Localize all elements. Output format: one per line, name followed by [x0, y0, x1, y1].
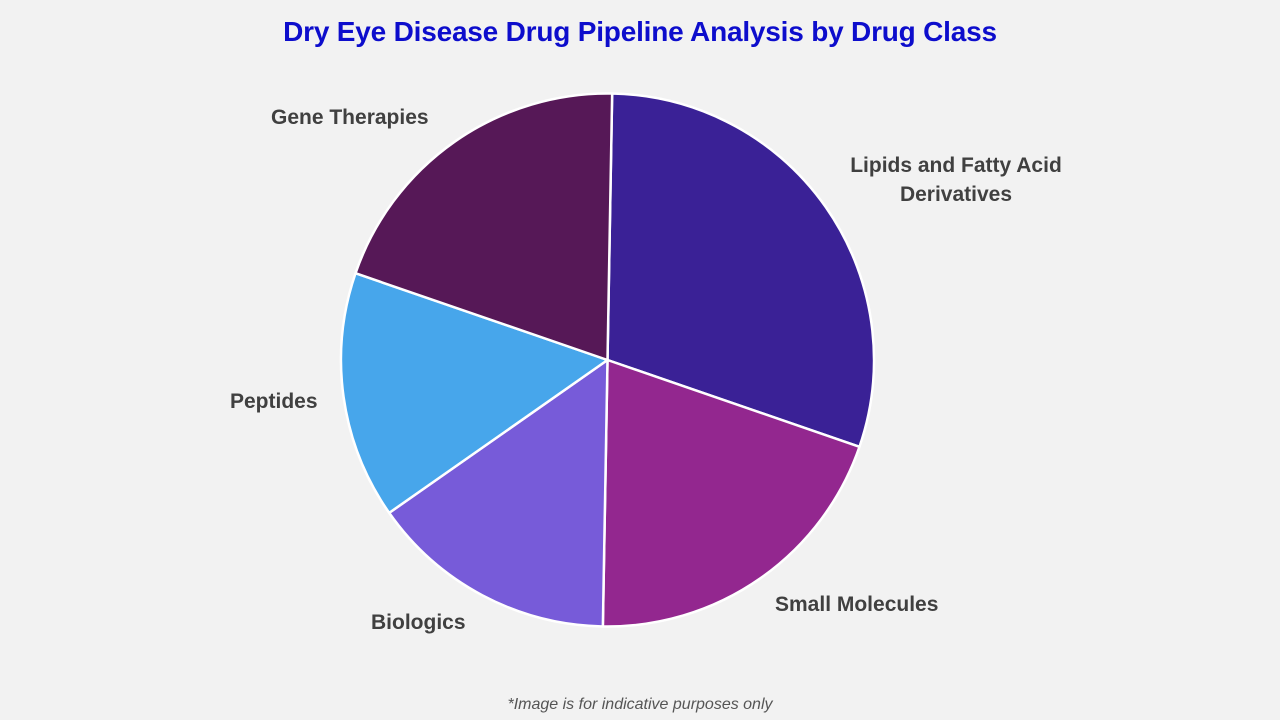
label-lipids: Lipids and Fatty Acid Derivatives [836, 151, 1076, 209]
pie-slices [339, 92, 876, 628]
chart-title: Dry Eye Disease Drug Pipeline Analysis b… [283, 16, 997, 47]
pie-slice-gene-therapies [354, 92, 614, 362]
pie-slice-small-molecules [601, 358, 861, 628]
label-lipids-line2: Derivatives [899, 183, 1013, 206]
pie-slice-peptides [339, 271, 609, 515]
label-gene-therapies: Gene Therapies [271, 106, 429, 129]
pie-slice-lipids-and-fatty-acid-derivatives [606, 92, 876, 449]
label-peptides: Peptides [230, 390, 318, 413]
label-lipids-line1: Lipids and Fatty Acid [850, 154, 1062, 177]
label-biologics: Biologics [371, 611, 466, 634]
label-small-molecules: Small Molecules [775, 593, 939, 616]
footnote: *Image is for indicative purposes only [507, 696, 773, 713]
pie-slice-biologics [387, 358, 609, 628]
